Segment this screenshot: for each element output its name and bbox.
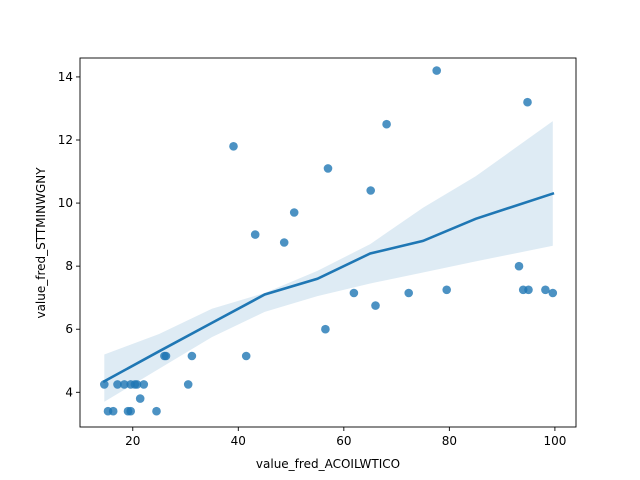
data-point	[161, 351, 171, 361]
data-point	[541, 285, 550, 295]
data-point	[321, 324, 330, 334]
data-point	[442, 285, 452, 295]
data-point	[432, 66, 442, 75]
x-axis-label: value_fred_ACOILWTICO	[256, 457, 400, 471]
y-axis-label: value_fred_STTMINWGNY	[34, 167, 48, 319]
data-point	[120, 380, 129, 389]
data-point	[382, 119, 391, 129]
plot-area	[100, 66, 558, 416]
confidence-band	[104, 121, 553, 402]
data-point	[548, 288, 558, 298]
data-point	[514, 261, 524, 271]
y-tick-label: 8	[65, 259, 73, 273]
data-point	[229, 142, 238, 151]
data-point	[523, 97, 532, 107]
x-tick-label: 20	[125, 434, 140, 448]
data-point	[139, 380, 149, 389]
x-axis-ticks: 20 40 60 80 100	[125, 427, 566, 448]
data-point	[289, 208, 299, 217]
y-tick-label: 12	[58, 133, 73, 147]
y-tick-label: 4	[65, 385, 73, 399]
data-point	[241, 351, 251, 361]
data-point	[100, 380, 109, 389]
regression-line	[102, 191, 555, 384]
data-point	[404, 288, 414, 298]
data-point	[524, 285, 533, 295]
data-point	[108, 406, 118, 416]
y-tick-label: 6	[65, 322, 73, 336]
data-point	[135, 394, 145, 403]
data-point	[187, 351, 197, 361]
x-tick-label: 100	[543, 434, 566, 448]
data-points	[100, 66, 558, 416]
data-point	[152, 406, 161, 416]
data-point	[323, 164, 333, 173]
data-point	[366, 186, 376, 195]
data-point	[113, 380, 122, 389]
y-tick-label: 10	[58, 196, 73, 210]
x-tick-label: 40	[231, 434, 246, 448]
y-tick-label: 14	[58, 70, 73, 84]
data-point	[371, 301, 380, 310]
y-axis-ticks: 4 6 8 10 12 14	[58, 70, 80, 399]
axes-frame	[79, 57, 577, 428]
data-point	[250, 230, 260, 239]
data-point	[126, 406, 135, 416]
x-tick-label: 80	[442, 434, 457, 448]
data-point	[279, 238, 289, 247]
x-tick-label: 60	[336, 434, 351, 448]
data-point	[349, 288, 359, 298]
data-point	[183, 380, 193, 389]
data-point	[132, 380, 142, 389]
